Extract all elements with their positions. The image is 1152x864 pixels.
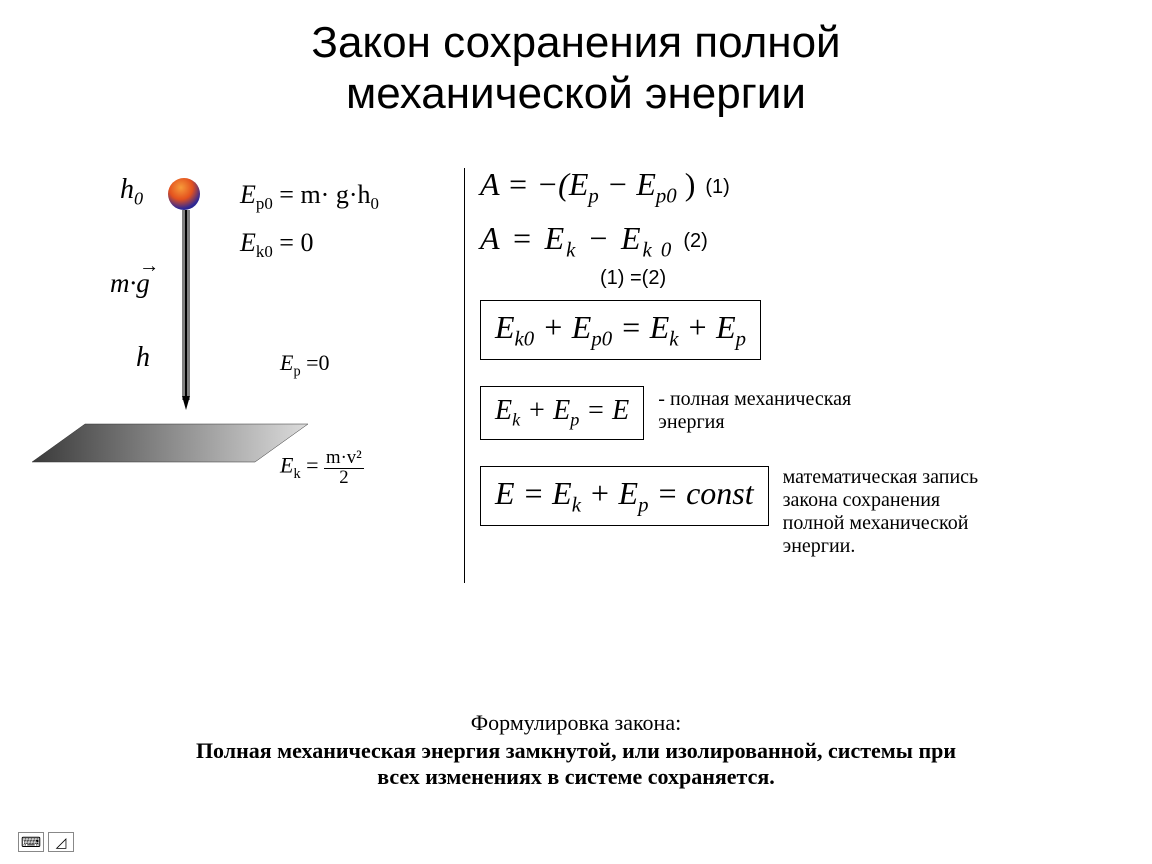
label-h: h: [136, 342, 150, 374]
equation-2: A = Ek − Ek 0 (2): [480, 220, 1130, 262]
page-title: Закон сохранения полной механической эне…: [0, 0, 1152, 119]
formula-ep: Ep =0: [280, 350, 330, 380]
label-h0: h0: [120, 174, 143, 210]
box-row-1: Ek0 + Ep0 = Ek + Ep: [480, 300, 1130, 360]
equation-1: A = −(Ep − Ep0 ) (1): [480, 166, 1130, 208]
box-eq-3: E = Ek + Ep = const: [480, 466, 769, 526]
combine-note: (1) =(2): [600, 267, 1130, 290]
falling-ball-diagram: h0 h m·g Ep0 = m· g·h0 Ek0 = 0 Ep =0 Ek …: [30, 160, 450, 510]
diagram-panel: h0 h m·g Ep0 = m· g·h0 Ek0 = 0 Ep =0 Ek …: [30, 160, 450, 520]
label-mg: m·g: [110, 268, 150, 299]
title-line-1: Закон сохранения полной: [311, 18, 840, 67]
equations-panel: A = −(Ep − Ep0 ) (1) A = Ek − Ek 0 (2) (…: [480, 166, 1130, 570]
ball-icon: [168, 178, 200, 210]
footer-head: Формулировка закона:: [40, 710, 1112, 736]
eq2-number: (2): [683, 230, 707, 253]
formula-ep0: Ep0 = m· g·h0: [240, 180, 379, 214]
footer-body: Полная механическая энергия замкнутой, и…: [40, 738, 1112, 790]
vertical-divider: [464, 168, 465, 583]
box-eq-1: Ek0 + Ep0 = Ek + Ep: [480, 300, 761, 360]
annotation-2: - полная механическая энергия: [658, 388, 918, 434]
title-line-2: механической энергии: [346, 69, 806, 118]
annotation-3: математическая запись закона сохранения …: [783, 466, 983, 558]
velocity-arrow-icon: [182, 210, 184, 398]
box-row-3: E = Ek + Ep = const математическая запис…: [480, 466, 1130, 558]
box-eq-2: Ek + Ep = E: [480, 386, 644, 440]
footer-statement: Формулировка закона: Полная механическая…: [0, 710, 1152, 790]
corner-toolbar: ⌨ ◿: [18, 832, 74, 852]
formula-ek: Ek = m·v²2: [280, 448, 364, 487]
box-row-2: Ek + Ep = E - полная механическая энерги…: [480, 386, 1130, 440]
formula-ek0: Ek0 = 0: [240, 228, 313, 262]
triangle-icon[interactable]: ◿: [48, 832, 74, 852]
eq1-number: (1): [705, 176, 729, 199]
keyboard-icon[interactable]: ⌨: [18, 832, 44, 852]
ground-plane-icon: [30, 422, 310, 491]
content-area: h0 h m·g Ep0 = m· g·h0 Ek0 = 0 Ep =0 Ek …: [0, 160, 1152, 620]
